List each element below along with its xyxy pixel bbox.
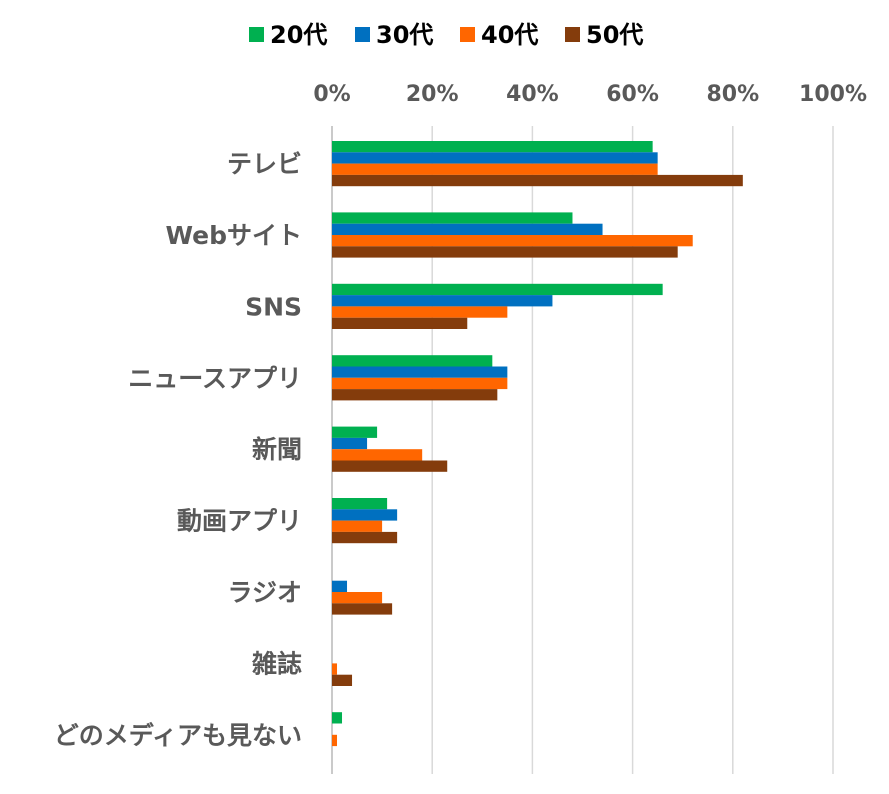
bar (332, 663, 338, 675)
legend-label: 50代 (586, 21, 643, 49)
bar (332, 283, 663, 296)
bar (332, 141, 653, 153)
x-tick-label: 20% (406, 82, 459, 107)
legend: 20代 30代 40代 50代 (249, 21, 643, 49)
x-tick-label: 60% (606, 82, 659, 107)
legend-label: 30代 (376, 21, 433, 49)
bar (332, 246, 678, 258)
category-label: 動画アプリ (177, 507, 302, 536)
category-labels: テレビ Webサイト SNS ニュースアプリ新聞動画アプリラジオ雑誌どのメディアも見な… (54, 150, 302, 750)
legend-swatch (249, 27, 264, 42)
category-label: 新聞 (252, 435, 302, 464)
x-tick-label: 80% (706, 82, 759, 107)
legend-swatch (565, 27, 580, 42)
bar (332, 460, 448, 472)
bar (332, 520, 383, 532)
bars (332, 141, 743, 747)
bar (332, 152, 658, 164)
category-label: ラジオ (227, 578, 302, 607)
bar (332, 426, 378, 438)
bar (332, 498, 388, 510)
bar (332, 355, 493, 367)
bar (332, 592, 383, 604)
bar (332, 674, 353, 686)
bar (332, 366, 508, 378)
category-label: SNS (245, 292, 302, 321)
bar (332, 734, 338, 747)
legend-label: 20代 (270, 21, 327, 49)
category-label: テレビ (227, 150, 302, 179)
bar (332, 212, 573, 224)
bar (332, 163, 658, 175)
bar (332, 389, 498, 401)
bar (332, 437, 368, 450)
legend-label: 40代 (481, 21, 538, 49)
bar (332, 449, 423, 461)
bar (332, 306, 508, 318)
legend-swatch (460, 27, 475, 42)
x-tick-label: 0% (313, 82, 350, 107)
bar (332, 509, 398, 521)
x-tick-label: 40% (506, 82, 559, 107)
category-label: どのメディアも見ない (54, 721, 302, 750)
bar (332, 377, 508, 390)
bar (332, 531, 398, 544)
bar (332, 235, 693, 247)
bar (332, 712, 343, 724)
bar (332, 295, 553, 307)
category-label: Webサイト (165, 221, 302, 250)
bar (332, 317, 468, 329)
legend-swatch (355, 27, 370, 42)
bar (332, 580, 348, 592)
category-label: 雑誌 (251, 649, 302, 678)
category-label: ニュースアプリ (128, 364, 302, 393)
bar (332, 603, 393, 615)
bar (332, 174, 743, 187)
x-tick-label: 100% (799, 82, 867, 107)
bar (332, 223, 603, 235)
x-axis-ticks: 0% 20% 40% 60% 80% 100% (313, 82, 867, 107)
